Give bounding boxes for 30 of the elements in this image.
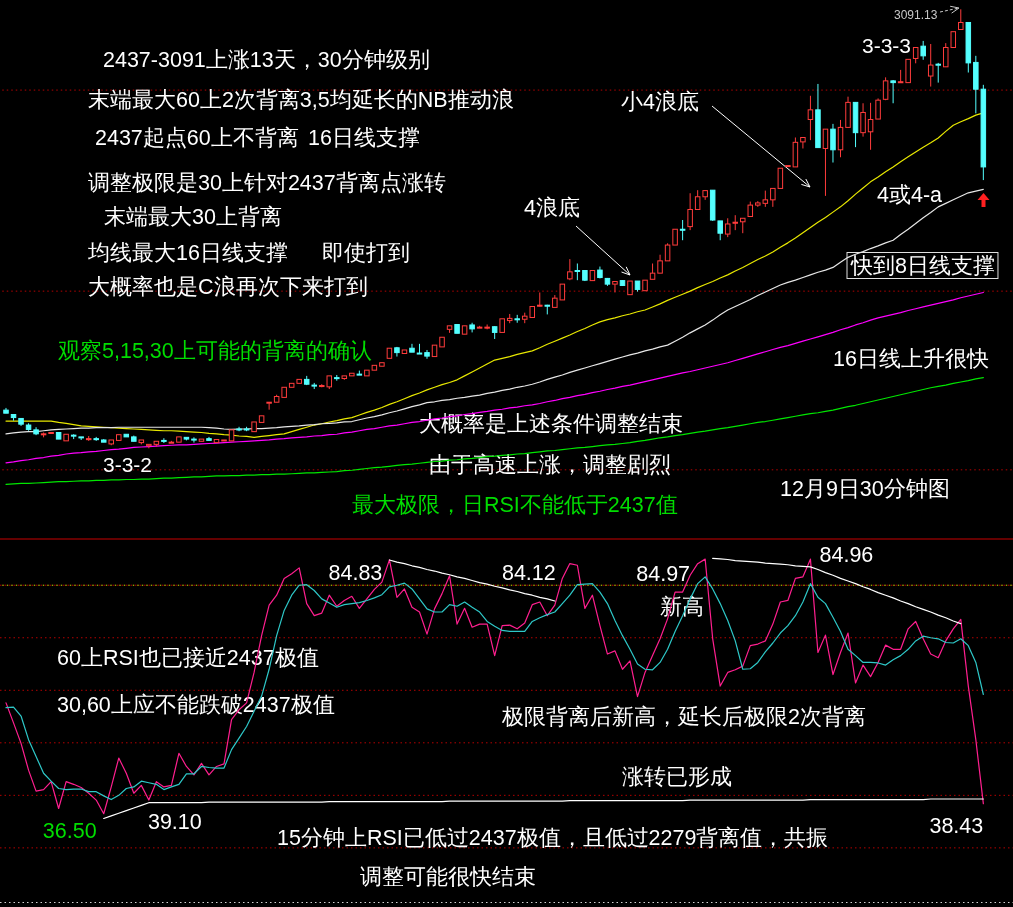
text: 最大极限，日RSI不能低于2437值 [352,493,678,517]
annotation: 末端最大60上2次背离3,5均延长的NB推动浪 [88,88,514,112]
annotation: 末端最大30上背离 [104,205,282,229]
annotation: 极限背离后新高，延长后极限2次背离 [501,705,866,729]
data-label: 84.83 [328,560,383,585]
data-label: 84.96 [819,543,874,568]
annotation: 4浪底 [524,196,580,220]
annotation: 3-3-3 [862,33,912,57]
annotation: 观察5,15,30上可能的背离的确认 [58,339,372,363]
data-label: 84.97 [636,562,691,587]
annotation: 即使打到 [322,241,410,265]
annotation: 4或4-a [877,183,943,207]
data-label: 84.12 [501,560,556,585]
annotation: 调整极限是30上针对2437背离点涨转 [88,171,446,195]
annotation: 2437-3091上涨13天，30分钟级别 [103,48,430,72]
annotation: 2437起点60上不背离 [95,126,299,150]
data-label: 39.10 [147,810,202,835]
annotation: 大概率也是C浪再次下来打到 [88,275,368,299]
text: 12月9日30分钟图 [780,477,950,501]
data-label: 38.43 [929,813,984,838]
data-label: 36.50 [42,818,97,843]
text: 3-3-2 [103,452,153,476]
annotation: 16日线上升很快 [833,347,989,371]
annotation: 15分钟上RSI已低过2437极值，且低过2279背离值，共振 [277,826,829,850]
annotation: 调整可能很快结束 [360,865,536,889]
annotation: 均线最大16日线支撑 [87,241,288,265]
annotation: 小4浪底 [621,90,699,114]
annotation: 涨转已形成 [622,765,732,789]
annotation: 3091.13 [894,8,938,22]
annotation: 16日线支撑 [308,126,420,150]
